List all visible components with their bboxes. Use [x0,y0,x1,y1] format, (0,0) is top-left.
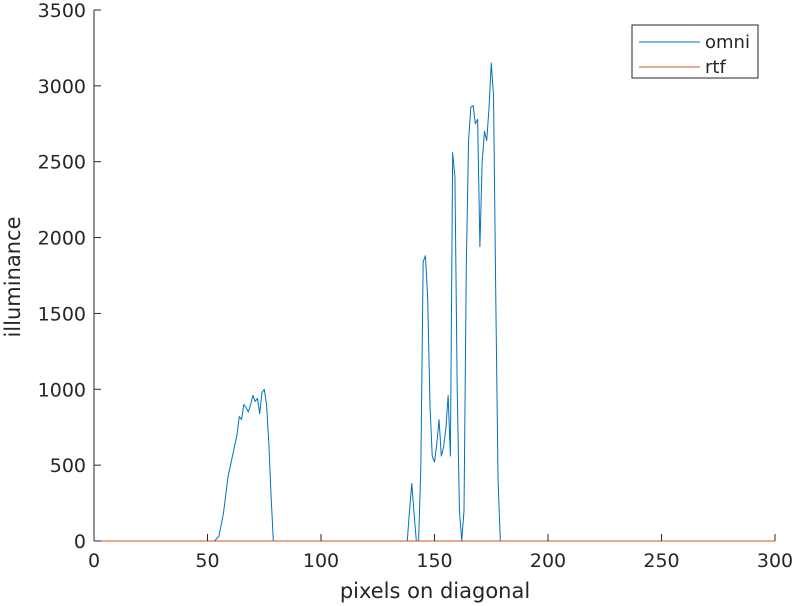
legend: omni rtf [631,24,759,79]
axis-ticks: 0 50 100 150 200 250 3000500100015002000250030… [38,0,793,572]
x-tick-label: 150 [416,550,452,572]
y-tick-label: 3500 [38,0,86,22]
y-tick-label: 2000 [38,228,86,250]
y-tick-label: 1500 [38,303,86,325]
x-tick-label: 200 [530,550,566,572]
y-tick-label: 2500 [38,152,86,174]
x-tick-label: 300 [757,550,793,572]
series-line-omni [94,62,775,542]
y-tick-label: 500 [50,455,86,477]
x-tick-label: 50 [195,550,219,572]
legend-entry-rtf: rtf [705,57,726,78]
y-tick-label: 1000 [38,379,86,401]
x-axis-label: pixels on diagonal [340,579,530,603]
x-tick-label: 0 [88,550,100,572]
plot-background [94,10,775,541]
x-tick-label: 250 [643,550,679,572]
y-axis-label: illuminance [1,216,25,337]
plot-area [93,10,775,542]
legend-box [631,24,759,79]
legend-entry-omni: omni [705,32,750,53]
x-tick-label: 100 [303,550,339,572]
y-tick-label: 0 [74,531,86,553]
y-tick-label: 3000 [38,76,86,98]
